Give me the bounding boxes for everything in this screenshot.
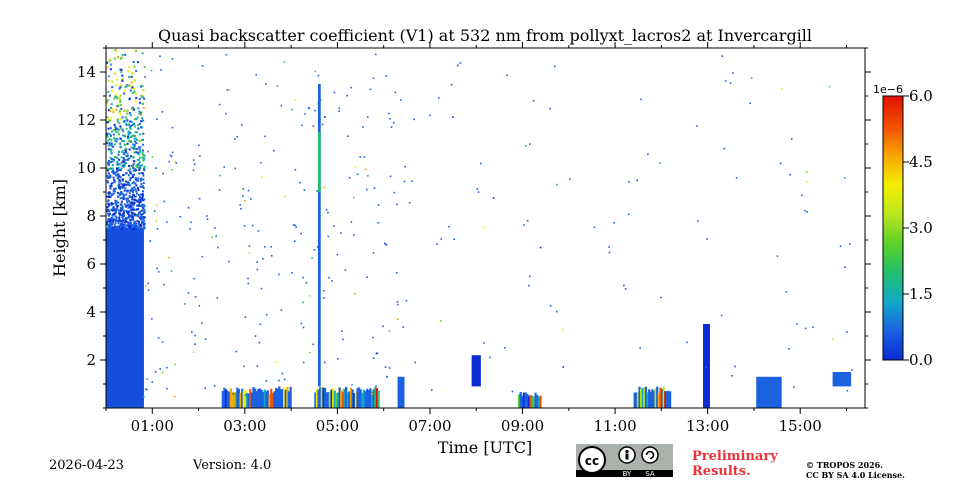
x-tick-label: 07:00 bbox=[408, 417, 451, 435]
x-tick-label: 15:00 bbox=[779, 417, 822, 435]
x-tick-label: 09:00 bbox=[501, 417, 544, 435]
data-dense-profile-block bbox=[106, 48, 146, 408]
colorbar-tick-label: 0.0 bbox=[909, 351, 933, 369]
y-axis-label: Height [km] bbox=[50, 179, 69, 277]
plot-area bbox=[106, 48, 853, 408]
x-axis: 01:00 03:00 05:00 07:00 09:00 11:00 13:00 15:00 bbox=[105, 42, 847, 435]
y-tick-label: 8 bbox=[86, 207, 96, 225]
data-low-aerosol-layer-1 bbox=[221, 386, 292, 408]
y-tick-label: 6 bbox=[86, 255, 96, 273]
colorbar: 1e−6 0.0 1.5 3.0 4.5 6.0 bbox=[873, 83, 933, 369]
plot-frame bbox=[105, 47, 866, 409]
colorbar-gradient bbox=[882, 95, 904, 361]
chart-title: Quasi backscatter coefficient (V1) at 53… bbox=[158, 26, 812, 45]
data-low-patch-0900 bbox=[517, 392, 542, 408]
data-column-1545 bbox=[832, 372, 852, 387]
x-tick-label: 01:00 bbox=[131, 417, 174, 435]
colorbar-tick-label: 6.0 bbox=[909, 87, 933, 105]
colorbar-tick-label: 4.5 bbox=[909, 153, 933, 171]
cc-by-text: BY bbox=[623, 470, 632, 477]
y-axis: 2 4 6 8 10 12 14 bbox=[77, 47, 871, 409]
footer-version: Version: 4.0 bbox=[193, 458, 272, 473]
preliminary-line-2: Results. bbox=[692, 464, 751, 479]
share-alike-icon bbox=[641, 446, 659, 464]
x-axis-label: Time [UTC] bbox=[438, 438, 532, 457]
x-tick-label: 05:00 bbox=[316, 417, 359, 435]
data-noise-points bbox=[143, 53, 853, 398]
preliminary-line-1: Preliminary bbox=[692, 449, 778, 464]
data-short-column-0355 bbox=[397, 376, 405, 408]
cc-logo-icon bbox=[578, 446, 606, 474]
colorbar-tick-label: 1.5 bbox=[909, 285, 933, 303]
footer-date: 2026-04-23 bbox=[49, 458, 124, 473]
x-tick-label: 03:00 bbox=[223, 417, 266, 435]
data-short-column-0800 bbox=[471, 355, 481, 387]
license-line-1: © TROPOS 2026. bbox=[806, 460, 883, 470]
colorbar-tick-label: 3.0 bbox=[909, 219, 933, 237]
y-tick-label: 4 bbox=[86, 303, 96, 321]
data-column-1300 bbox=[703, 324, 710, 408]
preliminary-notice: Preliminary Results. bbox=[692, 449, 778, 479]
cc-license-badge: cc BY SA bbox=[576, 444, 673, 477]
x-tick-label: 11:00 bbox=[593, 417, 636, 435]
data-column-1415 bbox=[756, 376, 782, 408]
y-tick-label: 10 bbox=[77, 159, 96, 177]
y-tick-label: 14 bbox=[77, 63, 96, 81]
svg-text:cc: cc bbox=[585, 454, 599, 468]
x-tick-label: 13:00 bbox=[686, 417, 729, 435]
license-text: © TROPOS 2026. CC BY SA 4.0 License. bbox=[806, 460, 905, 480]
cc-sa-text: SA bbox=[645, 470, 655, 477]
y-tick-label: 12 bbox=[77, 111, 96, 129]
data-vertical-streak-0450 bbox=[317, 84, 321, 387]
data-low-patch-1130 bbox=[633, 386, 672, 408]
license-line-2: CC BY SA 4.0 License. bbox=[806, 470, 905, 480]
y-tick-label: 2 bbox=[86, 351, 96, 369]
data-low-aerosol-layer-2 bbox=[314, 386, 380, 408]
colorbar-scale-label: 1e−6 bbox=[873, 83, 903, 96]
